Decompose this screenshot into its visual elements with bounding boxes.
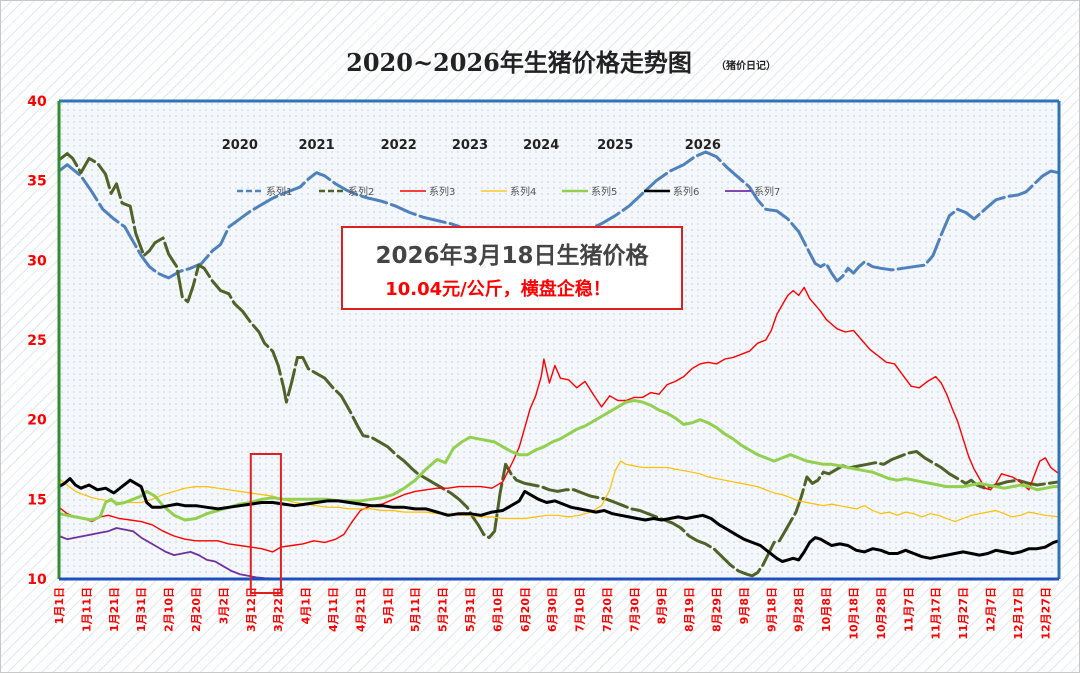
- x-tick-label: 10月28日: [875, 587, 888, 640]
- year-labels: 2020 2021 2022 2023 2024 2025 2026: [222, 138, 721, 153]
- x-tick-label: 6月20日: [519, 587, 532, 632]
- y-axis-ticks: 10 15 20 25 30 35 40: [27, 94, 47, 588]
- x-tick-label: 4月1日: [300, 587, 313, 624]
- chart-subtitle: （猪价日记）: [716, 59, 776, 72]
- x-tick-label: 12月27日: [1039, 587, 1052, 640]
- legend-label-2: 系列2: [348, 185, 374, 198]
- series-line-1: [57, 150, 1061, 283]
- x-tick-label: 11月27日: [957, 587, 970, 640]
- legend-label-4: 系列4: [510, 185, 536, 198]
- annotation-line-1: 2026年3月18日生猪价格: [375, 242, 649, 269]
- x-tick-label: 7月20日: [601, 587, 614, 632]
- x-tick-label: 11月17日: [930, 587, 943, 640]
- y-tick-20: 20: [27, 413, 47, 429]
- x-tick-label: 3月22日: [272, 587, 285, 632]
- highlight-box: [249, 453, 282, 594]
- x-tick-label: 12月7日: [985, 587, 998, 632]
- series-line-7: [58, 527, 274, 580]
- annotation-line-2: 10.04元/公斤，横盘企稳！: [385, 278, 611, 300]
- x-tick-label: 2月20日: [190, 587, 203, 632]
- x-tick-label: 7月30日: [628, 587, 641, 632]
- x-tick-label: 5月1日: [382, 587, 395, 624]
- x-tick-label: 8月19日: [683, 587, 696, 632]
- year-label-3: 2022: [381, 138, 417, 153]
- annotation-box: 2026年3月18日生猪价格 10.04元/公斤，横盘企稳！: [341, 226, 683, 310]
- x-tick-label: 8月9日: [656, 587, 669, 624]
- x-tick-label: 4月11日: [327, 587, 340, 632]
- x-tick-label: 3月12日: [245, 587, 258, 632]
- legend-label-7: 系列7: [754, 185, 780, 198]
- x-tick-label: 8月29日: [711, 587, 724, 632]
- year-label-5: 2024: [523, 138, 559, 153]
- x-tick-label: 3月2日: [217, 587, 230, 624]
- chart-title: 2020~2026年生猪价格走势图: [346, 48, 692, 77]
- plot-area: [59, 101, 1059, 579]
- x-tick-label: 5月31日: [464, 587, 477, 632]
- series-line-2: [57, 152, 1061, 578]
- x-tick-label: 6月10日: [491, 587, 504, 632]
- x-tick-label: 5月21日: [437, 587, 450, 632]
- legend-label-3: 系列3: [429, 185, 455, 198]
- series-lines: [57, 150, 1061, 580]
- year-label-2: 2021: [298, 138, 334, 153]
- x-tick-label: 10月8日: [820, 587, 833, 632]
- axes: [57, 99, 1061, 581]
- x-tick-label: 7月10日: [574, 587, 587, 632]
- legend: 系列1 系列2 系列3 系列4 系列5 系列6 系列7: [237, 185, 780, 198]
- x-tick-label: 9月18日: [765, 587, 778, 632]
- x-tick-label: 10月18日: [848, 587, 861, 640]
- year-label-6: 2025: [597, 138, 633, 153]
- y-tick-15: 15: [27, 492, 46, 508]
- x-tick-label: 12月17日: [1012, 587, 1025, 640]
- x-tick-label: 2月10日: [163, 587, 176, 632]
- x-tick-label: 1月21日: [108, 587, 121, 632]
- y-tick-35: 35: [27, 174, 46, 190]
- series-line-3: [58, 286, 1060, 553]
- legend-label-1: 系列1: [266, 185, 292, 198]
- year-label-4: 2023: [452, 138, 488, 153]
- x-tick-label: 6月30日: [546, 587, 559, 632]
- series-line-4: [58, 460, 1060, 523]
- x-tick-label: 9月8日: [738, 587, 751, 624]
- y-tick-10: 10: [27, 572, 47, 588]
- y-tick-30: 30: [27, 253, 47, 269]
- x-tick-label: 5月11日: [409, 587, 422, 632]
- x-tick-label: 11月7日: [902, 587, 915, 632]
- x-tick-label: 1月11日: [80, 587, 93, 632]
- series-line-6: [57, 477, 1061, 563]
- year-label-7: 2026: [685, 138, 721, 153]
- legend-label-6: 系列6: [673, 185, 699, 198]
- x-tick-label: 1月31日: [135, 587, 148, 632]
- legend-label-5: 系列5: [591, 185, 617, 198]
- y-tick-40: 40: [27, 94, 47, 110]
- x-tick-label: 9月28日: [793, 587, 806, 632]
- year-label-1: 2020: [222, 138, 258, 153]
- y-tick-25: 25: [27, 333, 46, 349]
- x-tick-label: 4月21日: [354, 587, 367, 632]
- x-axis-ticks: 1月1日 1月11日 1月21日 1月31日 2月10日 2月20日 3月2日 3月12日 3月…: [53, 587, 1052, 640]
- x-tick-label: 1月1日: [53, 587, 66, 624]
